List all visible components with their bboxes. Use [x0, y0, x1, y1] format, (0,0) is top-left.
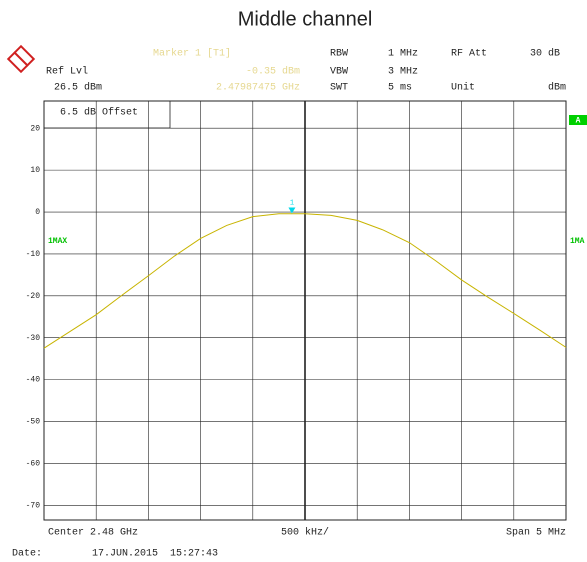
footer-center: Center 2.48 GHz: [48, 528, 138, 539]
y-tick-label: 10: [30, 166, 40, 175]
trace-label: 1MAX: [48, 237, 67, 246]
footer-per-div: 500 kHz/: [281, 527, 329, 539]
unit-label: Unit: [451, 82, 475, 94]
y-tick-label: -30: [26, 334, 41, 343]
vbw-label: VBW: [330, 67, 348, 78]
status-badge-text: A: [576, 117, 581, 126]
ref-lvl-label: Ref Lvl: [46, 66, 88, 78]
swt-label: SWT: [330, 83, 348, 94]
y-tick-label: -50: [26, 418, 41, 427]
rf-att-label: RF Att: [451, 49, 487, 60]
unit: dBm: [548, 82, 566, 94]
vbw: 3 MHz: [388, 67, 418, 78]
status-badge: [569, 115, 587, 125]
rbw: 1 MHz: [388, 49, 418, 60]
trace: [43, 213, 567, 349]
ref-lvl: 26.5 dBm: [54, 82, 102, 94]
swt: 5 ms: [388, 83, 412, 94]
y-tick-label: -10: [26, 250, 41, 259]
chart-title: Middle channel: [238, 8, 373, 30]
marker-title: Marker 1 [T1]: [153, 48, 231, 60]
date-label: Date:: [12, 549, 42, 560]
y-tick-label: -70: [26, 501, 41, 510]
y-tick-label: 20: [30, 124, 40, 133]
marker-freq: 2.47987475 GHz: [216, 83, 300, 94]
offset-label: 6.5 dB Offset: [60, 107, 138, 119]
footer-span: Span 5 MHz: [506, 528, 566, 539]
logo: [6, 44, 36, 74]
y-tick-label: -20: [26, 292, 41, 301]
rbw-label: RBW: [330, 49, 348, 60]
marker-name: 1: [290, 199, 294, 207]
y-tick-label: 0: [35, 208, 40, 217]
marker-value: -0.35 dBm: [246, 66, 300, 78]
y-tick-label: -60: [26, 460, 41, 469]
rf-att: 30 dB: [530, 48, 560, 60]
y-tick-label: -40: [26, 376, 41, 385]
date: 17.JUN.2015 15:27:43: [92, 549, 218, 560]
trace-label: 1MA: [570, 237, 585, 246]
marker: [288, 207, 296, 214]
